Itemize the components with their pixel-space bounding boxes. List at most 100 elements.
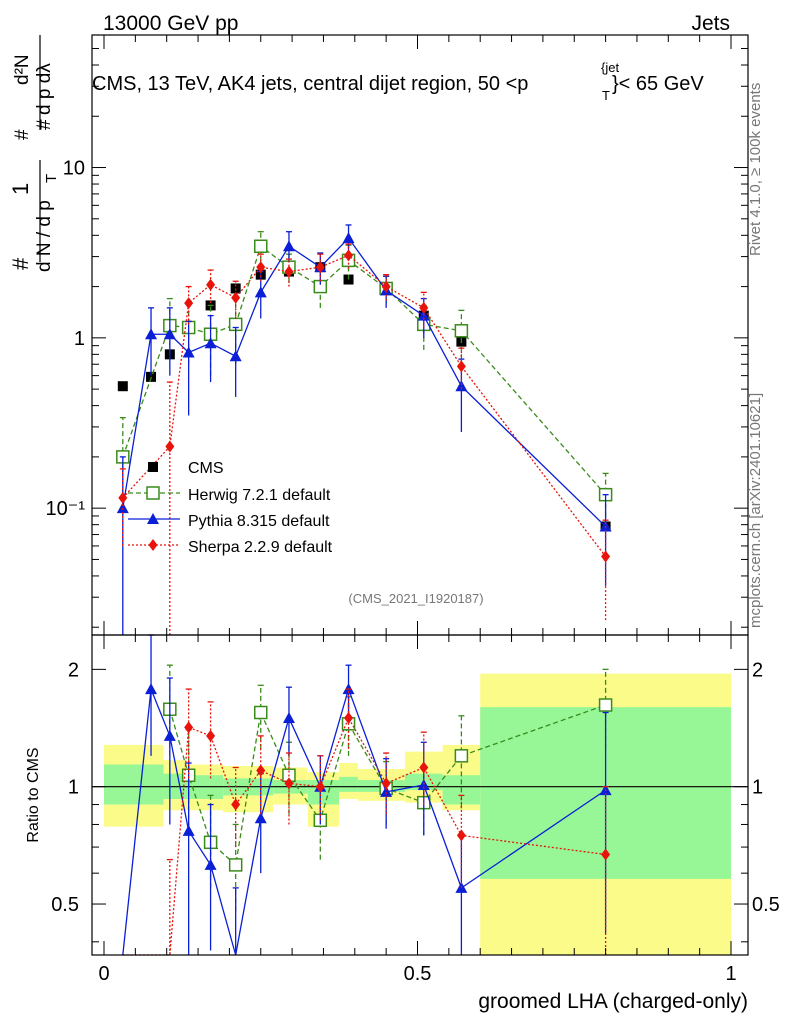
band-green-6	[339, 776, 358, 792]
main-sherpa-line	[122, 254, 607, 557]
ratio-pythia-point-4	[204, 858, 217, 870]
title-main: CMS, 13 TeV, AK4 jets, central dijet reg…	[92, 73, 528, 95]
main-pythia-point-9	[342, 232, 355, 244]
main-pythia-point-12	[455, 380, 468, 392]
main-pythia-point-2	[163, 328, 176, 340]
uncertainty-bands	[92, 673, 748, 955]
legend-label-sherpa: Sherpa 2.2.9 default	[188, 539, 333, 556]
main-herwig-point-6	[254, 239, 268, 253]
legend: CMS Herwig 7.2.1 default Pythia 8.315 de…	[128, 460, 333, 556]
main-data-point-0	[117, 381, 128, 392]
ratio-sherpa-point-9	[381, 777, 391, 790]
ratio-herwig-point-4	[228, 858, 243, 872]
ratio-herwig-point-11	[454, 749, 469, 763]
header-right: Jets	[691, 12, 730, 35]
header-left: 13000 GeV pp	[103, 12, 238, 35]
legend-marker-herwig	[146, 486, 160, 500]
main-sherpa-point-13	[601, 550, 611, 563]
ratio-pythia-point-2	[163, 729, 176, 741]
ratio-ytick-label-right-1: 1	[752, 777, 763, 799]
ratio-sherpa-point-3	[206, 729, 216, 742]
ratio-pythia-point-6	[254, 812, 267, 824]
ratio-frame	[91, 634, 749, 956]
main-sherpa-point-11	[419, 301, 429, 314]
x-tick-label-2: 1	[725, 963, 736, 985]
ratio-sherpa-point-11	[456, 829, 466, 842]
ylabel-hash-3: #	[34, 119, 55, 130]
ylabel-denominator: d N / d p	[34, 200, 55, 272]
main-herwig-point-12	[454, 324, 469, 338]
ylabel-hash-2: #	[12, 129, 33, 140]
title-tail: }< 65 GeV	[612, 73, 704, 95]
legend-marker-data	[148, 462, 158, 472]
main-sherpa-point-10	[381, 280, 391, 293]
ylabel-hash: #	[8, 257, 33, 270]
ratio-pythia-point-3	[182, 824, 195, 836]
title-sup: {jet	[601, 60, 619, 75]
main-sherpa-point-7	[284, 265, 294, 278]
ratio-ytick-label-right-0: 0.5	[752, 894, 780, 916]
main-herwig-line	[122, 245, 607, 496]
band-green-0	[104, 764, 164, 805]
main-sherpa-point-6	[256, 261, 266, 274]
main-sherpa-point-0	[118, 491, 128, 504]
main-sherpa-point-4	[206, 278, 216, 291]
x-axis-label: groomed LHA (charged-only)	[478, 990, 748, 1013]
main-sherpa-point-5	[231, 291, 241, 304]
rivet-label: Rivet 4.1.0, ≥ 100k events	[747, 83, 764, 256]
main-pythia-point-0	[116, 502, 129, 514]
ratio-ytick-label-right-2: 2	[752, 659, 763, 681]
ratio-sherpa-point-6	[284, 777, 294, 790]
ratio-panel-series	[122, 634, 613, 956]
ylabel-numerator: d²N	[12, 54, 33, 85]
band-green-5	[307, 780, 340, 805]
ratio-sherpa-point-8	[344, 712, 354, 725]
main-pythia-point-7	[282, 240, 295, 252]
ratio-sherpa-point-4	[231, 798, 241, 811]
ratio-ytick-label-0: 0.5	[51, 894, 79, 916]
ratio-sherpa-point-5	[256, 764, 266, 777]
legend-marker-pythia	[147, 513, 159, 524]
ratio-herwig-point-5	[254, 705, 268, 720]
main-sherpa-point-2	[165, 440, 175, 453]
main-ytick-label-0: 10⁻¹	[46, 498, 86, 520]
main-sherpa-point-8	[315, 261, 325, 274]
ratio-sherpa-point-2	[184, 721, 194, 734]
ratio-pythia-point-1	[145, 683, 158, 695]
legend-label-cms: CMS	[188, 460, 224, 477]
ratio-sherpa-point-12	[601, 848, 611, 861]
main-title: CMS, 13 TeV, AK4 jets, central dijet reg…	[92, 60, 704, 103]
main-ytick-label-1: 1	[74, 328, 85, 350]
main-ytick-label-2: 10	[63, 158, 85, 180]
main-pythia-point-4	[204, 337, 217, 349]
main-pythia-point-13	[599, 520, 612, 532]
legend-label-pythia: Pythia 8.315 default	[188, 513, 330, 530]
main-panel-series	[116, 224, 613, 635]
main-sherpa-point-12	[456, 360, 466, 373]
title-sub: T	[602, 88, 610, 103]
main-pythia-point-5	[229, 350, 242, 362]
ratio-sherpa-point-10	[419, 761, 429, 774]
legend-label-herwig: Herwig 7.2.1 default	[188, 487, 331, 504]
ratio-herwig-line	[169, 704, 606, 867]
x-tick-label-0: 0	[98, 963, 109, 985]
ratio-ytick-label-2: 2	[68, 659, 79, 681]
legend-marker-sherpa	[148, 539, 158, 551]
ratio-pythia-line	[122, 686, 606, 956]
axes: 0 0.5 1 10⁻¹ 1 10 0.5 0.5 1 1 2 2	[46, 34, 780, 985]
main-pythia-point-6	[254, 286, 267, 298]
x-tick-label-1: 0.5	[404, 963, 432, 985]
main-ylabel: # 1 d N / d p T # d²N # d p dλ	[8, 35, 60, 272]
ratio-ylabel: Ratio to CMS	[25, 747, 42, 842]
ratio-ytick-label-1: 1	[68, 777, 79, 799]
ylabel-denominator-right: d p dλ	[34, 63, 55, 115]
ylabel-one: 1	[8, 183, 33, 195]
analysis-id: (CMS_2021_I1920187)	[348, 591, 483, 606]
main-sherpa-point-9	[344, 249, 354, 262]
ratio-pythia-point-7	[282, 712, 295, 724]
ylabel-sub-t: T	[43, 174, 60, 183]
ratio-herwig-point-12	[598, 698, 613, 712]
mcplots-label: mcplots.cern.ch [arXiv:2401.10621]	[747, 393, 764, 628]
main-pythia-point-1	[145, 328, 158, 340]
